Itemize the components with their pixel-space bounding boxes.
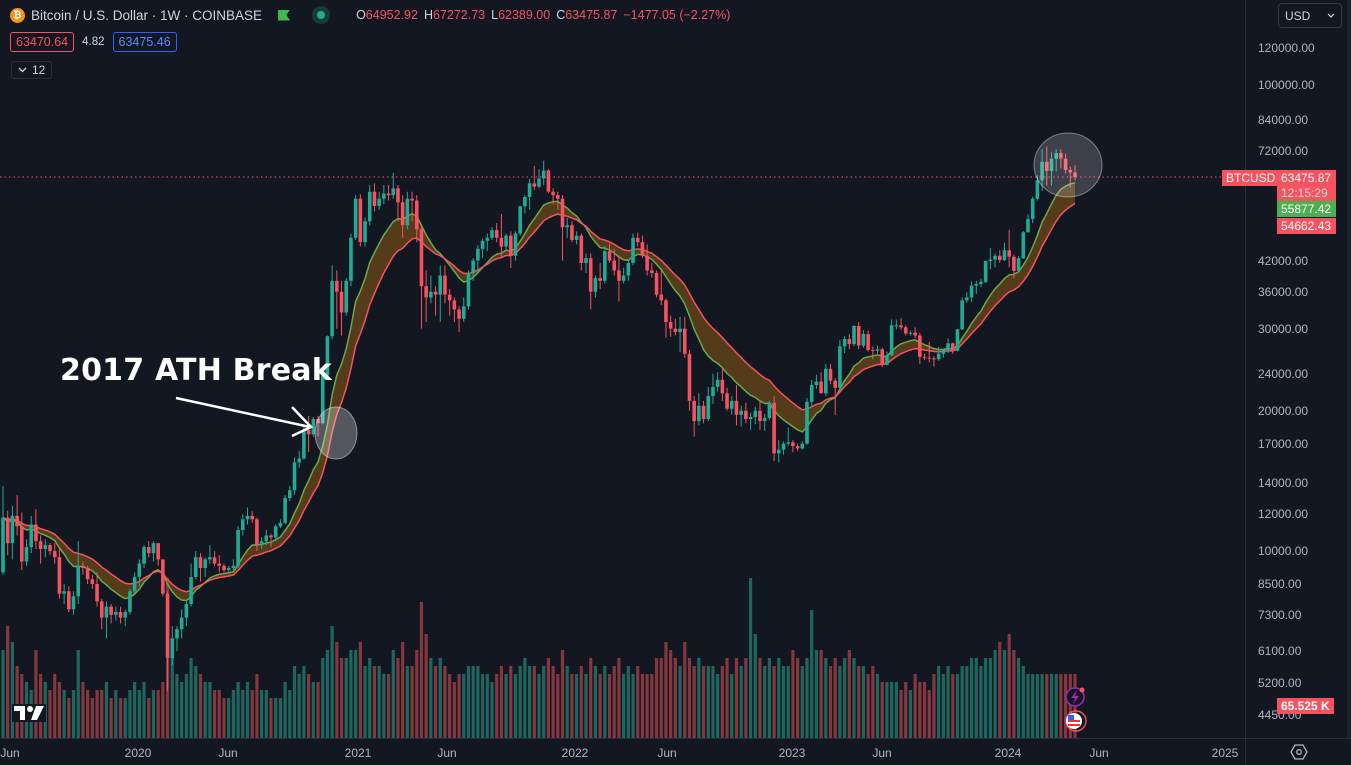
highlight-circle [314, 406, 358, 460]
price-axis-label: 8500.00 [1258, 576, 1302, 591]
open-value: 64952.92 [365, 8, 418, 22]
tradingview-logo[interactable] [12, 704, 46, 727]
time-axis-label: Jun [218, 746, 238, 760]
chart-settings-button[interactable] [1245, 738, 1351, 765]
ema-slow-tag: 54662.43 [1277, 218, 1336, 234]
bid-ask-panel: 63470.64 4.82 63475.46 [10, 32, 177, 52]
sell-button[interactable]: 63470.64 [10, 32, 75, 52]
price-axis-label: 6100.00 [1258, 644, 1302, 659]
volume-bars [1, 578, 1077, 738]
indicators-toggle-button[interactable]: 12 [11, 61, 53, 79]
symbol-title[interactable]: Bitcoin / U.S. Dollar · 1W · COINBASE [31, 7, 263, 23]
symbol-legend: ₿ Bitcoin / U.S. Dollar · 1W · COINBASE … [10, 6, 730, 24]
time-axis[interactable]: Jun 2020 Jun 2021 Jun 2022 Jun 2023 Jun 2024 Jun 20… [0, 738, 1245, 765]
flag-icon[interactable] [278, 9, 291, 21]
candlesticks [1, 146, 1077, 692]
time-axis-label: 2025 [1211, 746, 1239, 760]
price-axis-label: 100000.00 [1258, 77, 1315, 92]
last-price-tag: 63475.87 [1277, 170, 1336, 186]
time-axis-label: 2020 [124, 746, 152, 760]
market-status-icon[interactable] [312, 6, 331, 24]
price-axis-label: 10000.00 [1258, 544, 1309, 559]
settings-icon [1289, 744, 1308, 760]
time-axis-label: Jun [1089, 746, 1109, 760]
chevron-down-icon [1327, 13, 1335, 18]
price-axis-label: 84000.00 [1258, 113, 1309, 128]
close-label: C [556, 8, 566, 22]
currency-value: USD [1285, 8, 1311, 23]
spread-value: 4.82 [82, 36, 105, 48]
annotation-arrow [175, 396, 311, 429]
ohlc-values: O64952.92 H67272.73 L62389.00 C63475.87 … [356, 8, 730, 22]
price-axis-label: 17000.00 [1258, 436, 1309, 451]
arrow-head [291, 406, 314, 438]
time-axis-label: 2021 [344, 746, 372, 760]
price-axis-label: 12000.00 [1258, 507, 1309, 522]
price-axis-label: 120000.00 [1258, 41, 1315, 55]
time-axis-label: 2023 [778, 746, 806, 760]
highlight-circle-2024 [1033, 132, 1103, 198]
ema-fast-line [2, 182, 1076, 602]
ema-ribbon [2, 182, 1076, 602]
ema-fast-tag: 55877.42 [1277, 201, 1336, 217]
high-value: 67272.73 [432, 8, 486, 22]
time-axis-label: 2024 [994, 746, 1022, 760]
right-edge-strip [1347, 0, 1351, 738]
buy-button[interactable]: 63475.46 [112, 32, 177, 52]
price-axis-label: 30000.00 [1258, 321, 1309, 336]
price-axis-label: 36000.00 [1258, 284, 1309, 299]
price-axis-label: 5200.00 [1258, 676, 1302, 691]
open-label: O [356, 8, 366, 22]
time-axis-label: Jun [0, 746, 20, 760]
price-axis[interactable]: 120000.00 100000.00 84000.00 72000.00 42000.… [1245, 0, 1351, 738]
close-value: 63475.87 [565, 8, 618, 22]
low-value: 62389.00 [498, 8, 551, 22]
time-axis-label: 2022 [561, 746, 589, 760]
chevron-down-icon [18, 67, 27, 73]
price-axis-label: 7300.00 [1258, 607, 1302, 622]
price-axis-label: 14000.00 [1258, 475, 1309, 490]
time-axis-label: Jun [657, 746, 677, 760]
volume-tag: 65.525 K [1277, 698, 1334, 714]
currency-select[interactable]: USD [1278, 3, 1342, 28]
low-label: L [491, 8, 499, 22]
countdown-tag: 12:15:29 [1277, 185, 1336, 201]
bitcoin-icon: ₿ [10, 7, 25, 23]
annotation-label[interactable]: 2017 ATH Break [60, 353, 332, 388]
indicators-count: 12 [32, 63, 46, 77]
event-markers[interactable] [1065, 687, 1087, 732]
high-label: H [423, 8, 433, 22]
ema-slow-line [2, 202, 1076, 593]
drawings[interactable] [175, 132, 1103, 460]
time-axis-label: Jun [872, 746, 892, 760]
symbol-tag: BTCUSD [1222, 170, 1280, 186]
price-axis-label: 24000.00 [1258, 366, 1309, 381]
price-axis-label: 72000.00 [1258, 144, 1309, 159]
price-axis-label: 20000.00 [1258, 403, 1309, 418]
time-axis-label: Jun [437, 746, 457, 760]
change-value: −1477.05 (−2.27%) [623, 8, 731, 22]
price-axis-label: 42000.00 [1258, 253, 1309, 268]
